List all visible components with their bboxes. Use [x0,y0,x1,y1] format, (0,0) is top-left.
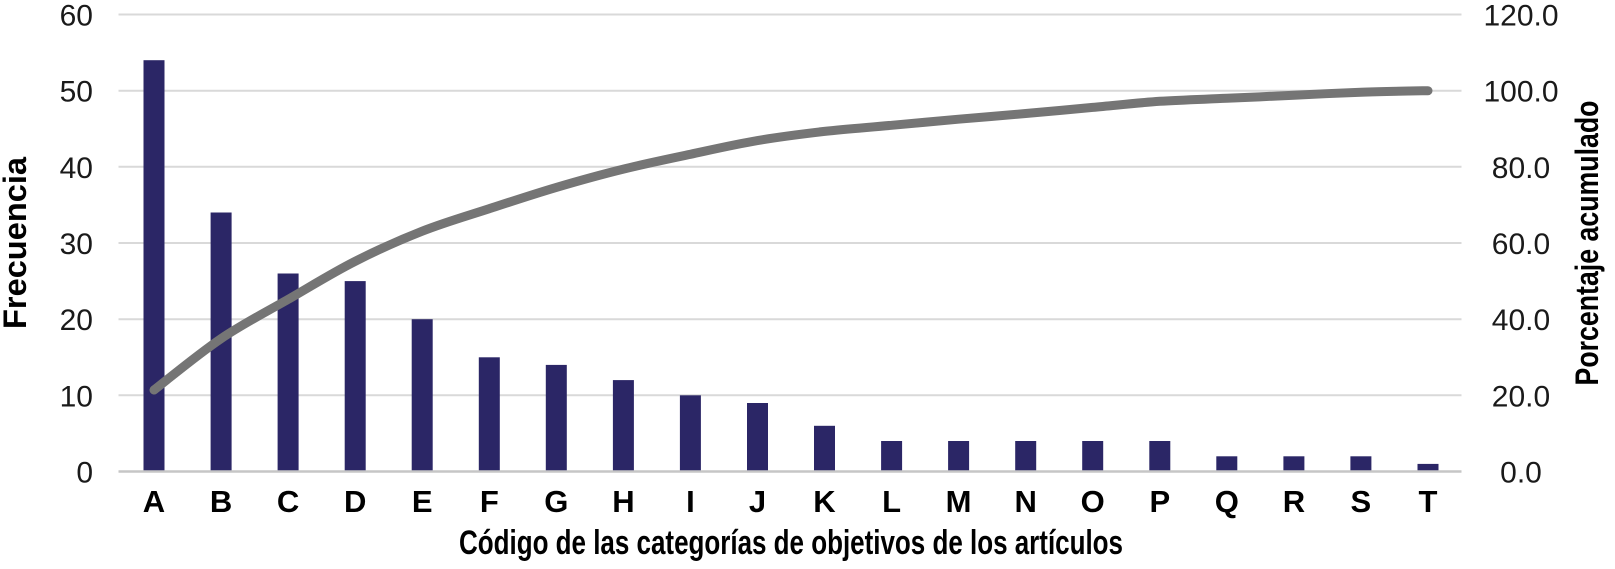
category-label-C: C [277,484,299,519]
bar-Q [1216,456,1238,472]
bar-T [1417,463,1439,472]
category-label-H: H [612,484,634,519]
category-label-D: D [344,484,366,519]
x-axis-title: Código de las categorías de objetivos de… [459,524,1123,562]
category-label-Q: Q [1215,484,1239,519]
right-tick-label-20.0: 20.0 [1492,380,1550,413]
right-tick-label-60.0: 60.0 [1492,228,1550,261]
category-label-E: E [412,484,433,519]
left-tick-label-30: 30 [60,228,93,261]
category-label-M: M [946,484,972,519]
bar-H [612,380,634,472]
frequency-bars-group [143,60,1439,472]
category-label-F: F [480,484,499,519]
category-label-R: R [1283,484,1305,519]
right-tick-label-120.0: 120.0 [1483,0,1558,33]
cumulative-percentage-line [149,86,1433,395]
bar-O [1082,441,1104,472]
bar-R [1283,456,1305,472]
right-tick-label-40.0: 40.0 [1492,304,1550,337]
category-label-K: K [813,484,836,519]
category-label-G: G [544,484,568,519]
bar-N [1015,441,1037,472]
bar-F [478,357,500,472]
right-axis-title: Porcentaje acumulado [1569,101,1605,386]
bar-L [881,441,903,472]
left-tick-label-0: 0 [76,457,93,490]
left-axis-title: Frecuencia [0,157,33,329]
left-tick-label-40: 40 [60,152,93,185]
category-label-N: N [1015,484,1037,519]
left-tick-label-60: 60 [60,0,93,33]
bar-D [344,281,366,472]
category-label-P: P [1149,484,1170,519]
bar-P [1149,441,1171,472]
bar-I [679,395,701,472]
category-label-J: J [749,484,766,519]
gridlines-group [118,13,1462,397]
category-label-L: L [882,484,901,519]
category-label-A: A [143,484,165,519]
left-tick-label-20: 20 [60,304,93,337]
bar-E [411,319,433,472]
bar-C [277,273,299,472]
right-axis-ticks-group: 0.0 20.0 40.0 60.0 80.0 100.0 120.0 [1483,0,1558,490]
left-tick-label-50: 50 [60,76,93,109]
category-label-I: I [686,484,695,519]
bar-J [747,403,768,472]
left-axis-ticks-group: 0 10 20 30 40 50 60 [60,0,93,490]
category-label-B: B [210,484,232,519]
bar-A [143,60,165,472]
category-labels-group: A B C D E F G H I J K L M N O P Q R S T [143,484,1438,519]
right-tick-label-80.0: 80.0 [1492,152,1550,185]
category-label-O: O [1081,484,1105,519]
category-label-S: S [1351,484,1372,519]
right-tick-label-100.0: 100.0 [1483,76,1558,109]
cumulative-line-group [149,86,1433,395]
bar-M [948,441,970,472]
right-tick-label-0.0: 0.0 [1500,457,1542,490]
left-tick-label-10: 10 [60,380,93,413]
bar-S [1350,456,1372,472]
category-label-T: T [1419,484,1438,519]
bar-K [814,425,835,472]
bar-G [545,364,567,472]
